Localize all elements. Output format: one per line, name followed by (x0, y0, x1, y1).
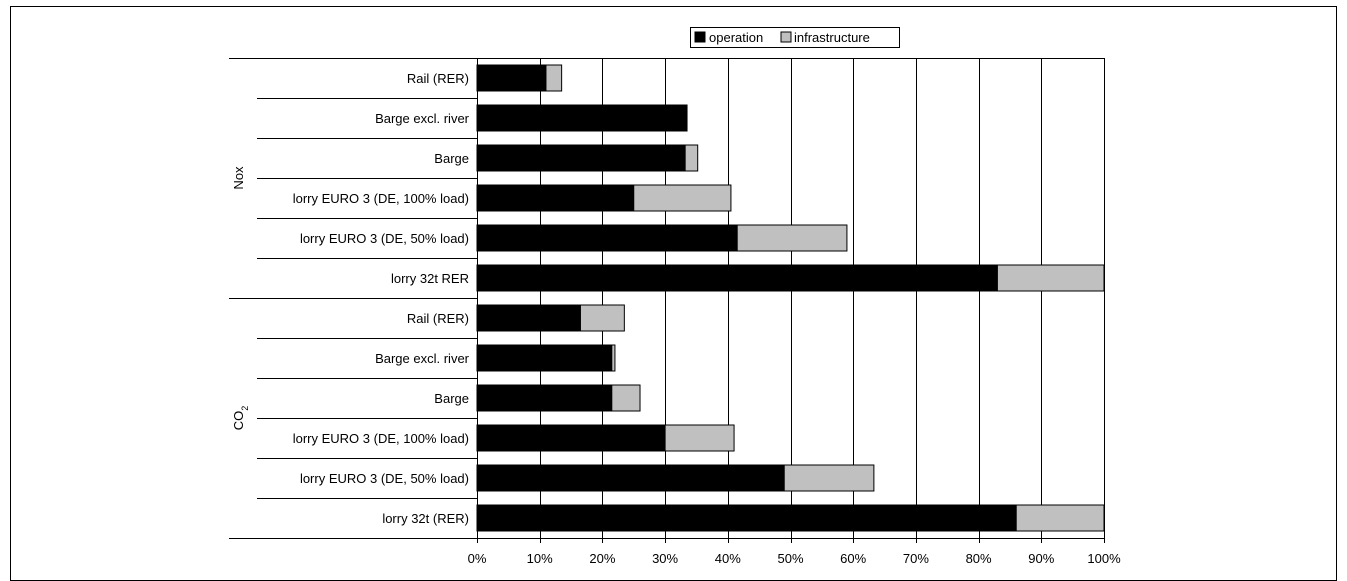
bar-operation (476, 184, 635, 212)
bar-operation (476, 304, 581, 332)
category-label: Barge excl. river (375, 111, 470, 126)
category-label: lorry EURO 3 (DE, 100% load) (293, 191, 469, 206)
group-label: Nox (231, 166, 246, 190)
bar-operation (476, 64, 547, 92)
legend: operation infrastructure (690, 27, 900, 48)
bar-operation (476, 384, 613, 412)
category-label: Barge (434, 391, 469, 406)
legend-box (690, 27, 900, 48)
bar-operation (476, 344, 613, 372)
bar-operation (476, 264, 998, 292)
category-label: Rail (RER) (407, 311, 469, 326)
legend-label-infrastructure: infrastructure (794, 30, 870, 45)
bar-infrastructure (664, 424, 735, 452)
bar-infrastructure (579, 304, 625, 332)
bar-operation (476, 104, 688, 132)
category-label: Rail (RER) (407, 71, 469, 86)
legend-swatch-infrastructure (780, 31, 792, 43)
category-label: lorry EURO 3 (DE, 100% load) (293, 431, 469, 446)
category-label: Barge (434, 151, 469, 166)
group-label: CO2 (231, 406, 250, 431)
x-tick-label: 50% (777, 551, 803, 566)
x-tick-label: 80% (966, 551, 992, 566)
bar-operation (476, 424, 666, 452)
bar-infrastructure (611, 344, 616, 372)
plot-background (477, 58, 1104, 538)
bar-infrastructure (736, 224, 848, 252)
bar-infrastructure (783, 464, 875, 492)
plot-area: 0% 10% 20% 30% 40% 50% 60% 70% 80% 90% 100% Rail (R… (229, 58, 1121, 566)
x-tick-label: 70% (903, 551, 929, 566)
bar-infrastructure (1015, 504, 1105, 532)
legend-swatch-operation (694, 31, 706, 43)
x-tick-label: 100% (1087, 551, 1121, 566)
x-tick-label: 10% (527, 551, 553, 566)
bar-infrastructure (633, 184, 732, 212)
plot-border (477, 58, 1105, 539)
x-tick-label: 40% (715, 551, 741, 566)
bar-infrastructure (545, 64, 563, 92)
x-tick-label: 20% (589, 551, 615, 566)
category-label: lorry EURO 3 (DE, 50% load) (300, 471, 469, 486)
legend-label-operation: operation (709, 30, 763, 45)
bar-operation (476, 504, 1017, 532)
category-label: lorry 32t RER (391, 271, 469, 286)
bar-infrastructure (611, 384, 641, 412)
x-tick-label: 30% (652, 551, 678, 566)
bar-operation (476, 464, 785, 492)
bar-infrastructure (684, 144, 699, 172)
x-tick-label: 0% (468, 551, 487, 566)
x-tick-label: 90% (1028, 551, 1054, 566)
bar-operation (476, 144, 686, 172)
x-tick-label: 60% (840, 551, 866, 566)
bar-operation (476, 224, 738, 252)
bar-infrastructure (996, 264, 1105, 292)
category-label: Barge excl. river (375, 351, 470, 366)
category-label: lorry 32t (RER) (382, 511, 469, 526)
category-label: lorry EURO 3 (DE, 50% load) (300, 231, 469, 246)
